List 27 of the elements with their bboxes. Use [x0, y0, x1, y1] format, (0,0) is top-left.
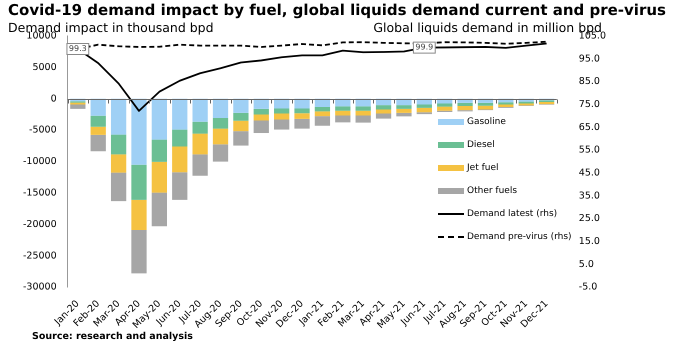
legend-label: Demand pre-virus (rhs)	[467, 232, 572, 242]
y-tick-label: 0	[50, 93, 57, 104]
y-tick-label: 5000	[32, 62, 57, 73]
y2-tick-label: 15.0	[578, 236, 600, 247]
y2-tick-label: -5.0	[578, 282, 598, 293]
y-tick-label: -5000	[29, 124, 57, 136]
y-tick-label: -10000	[22, 156, 57, 168]
y2-tick-label: 25.0	[578, 213, 600, 224]
y-tick-label: -30000	[22, 282, 57, 293]
y2-tick-label: 35.0	[578, 190, 600, 202]
y2-tick-label: 65.0	[578, 122, 600, 133]
chart-title: Covid-19 demand impact by fuel, global liquids demand current and pre-virus	[8, 1, 666, 19]
y2-tick-label: 85.0	[578, 76, 600, 88]
y2-tick-label: 75.0	[578, 98, 600, 110]
y2-tick-label: 5.0	[578, 258, 594, 270]
source-note: Source: research and analysis	[32, 331, 193, 342]
legend-label: Other fuels	[467, 186, 518, 196]
y-tick-label: -25000	[22, 250, 57, 262]
legend-label: Jet fuel	[467, 162, 498, 172]
y-tick-label: -20000	[22, 218, 57, 230]
y2-tick-label: 45.0	[578, 167, 600, 178]
y-tick-label: -15000	[22, 187, 57, 198]
legend-label: Demand latest (rhs)	[467, 208, 558, 218]
legend-label: Diesel	[467, 140, 495, 150]
y2-tick-label: 55.0	[578, 144, 600, 156]
y2-tick-label: 95.0	[578, 53, 600, 64]
legend-label: Gasoline	[467, 116, 506, 126]
